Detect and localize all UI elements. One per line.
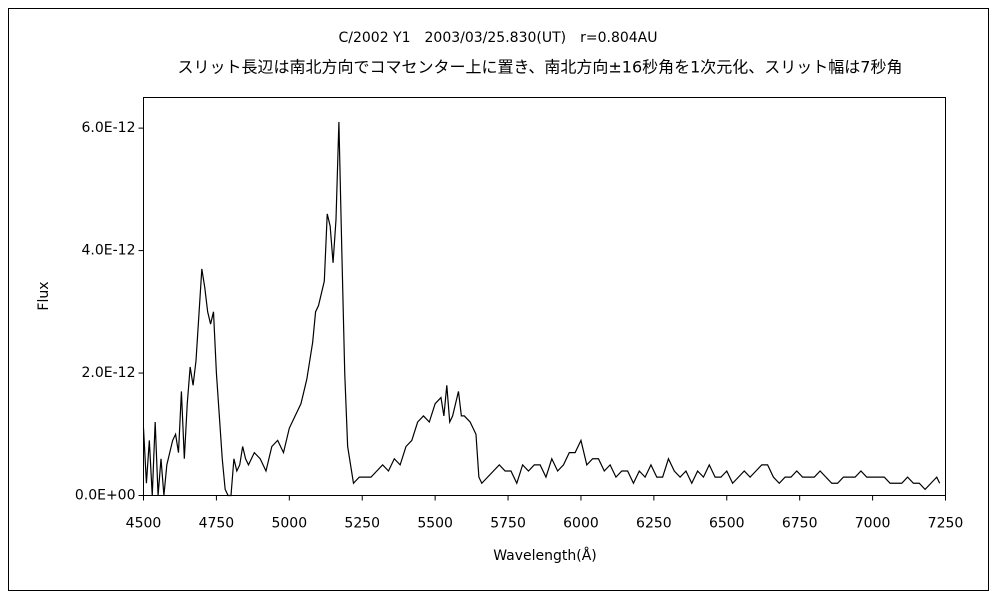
y-axis-label: Flux [36,281,52,310]
x-tick-label: 6750 [782,516,818,532]
plot-area [143,97,946,496]
x-tick-label: 4750 [199,516,235,532]
x-tick-label: 5750 [490,516,526,532]
x-tick-label: 7250 [928,516,964,532]
x-tick-label: 5250 [344,516,380,532]
x-tick-label: 5500 [417,516,453,532]
y-tick-label: 4.0E-12 [82,243,136,259]
x-tick-label: 7000 [855,516,891,532]
x-tick-label: 5000 [271,516,307,532]
y-tick-label: 2.0E-12 [82,365,136,381]
x-tick-label: 6250 [636,516,672,532]
x-tick-label: 4500 [126,516,162,532]
spectrum-line [142,121,941,497]
x-tick-label: 6500 [709,516,745,532]
x-tick-label: 6000 [563,516,599,532]
chart-title: C/2002 Y1 2003/03/25.830(UT) r=0.804AU [338,30,657,46]
x-axis-label: Wavelength(Å) [493,547,597,564]
chart-subtitle: スリット長辺は南北方向でコマセンター上に置き、南北方向±16秒角を1次元化、スリ… [177,58,902,77]
y-tick-label: 0.0E+00 [75,488,136,504]
y-tick-label: 6.0E-12 [82,120,136,136]
